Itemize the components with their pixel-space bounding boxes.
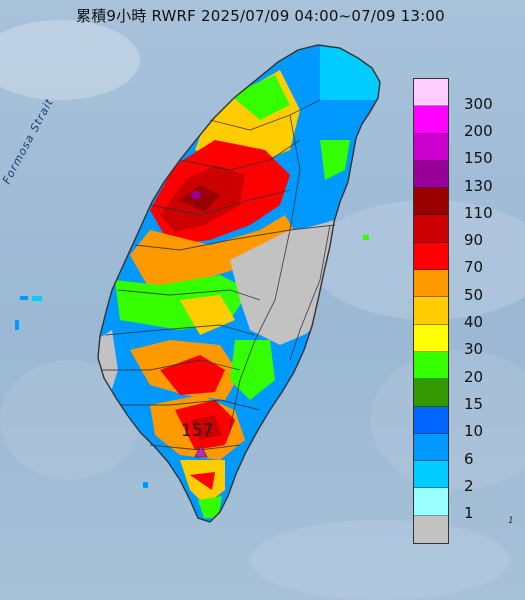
taiwan-coastline bbox=[97, 44, 381, 523]
legend-label: 200 bbox=[464, 121, 493, 140]
legend-swatch bbox=[414, 461, 448, 489]
legend-swatch bbox=[414, 351, 448, 380]
edge-label: 1 bbox=[508, 516, 514, 526]
legend-swatch bbox=[414, 133, 448, 161]
legend-label: 110 bbox=[464, 203, 493, 222]
max-rainfall-marker-icon bbox=[194, 445, 208, 458]
legend-swatch bbox=[414, 106, 448, 134]
legend-swatch bbox=[414, 270, 448, 298]
sea-texture bbox=[0, 20, 525, 600]
legend-label: 130 bbox=[464, 176, 493, 195]
legend-swatch bbox=[414, 297, 448, 325]
max-value-label: 157 bbox=[181, 421, 214, 441]
legend-label: 300 bbox=[464, 94, 493, 113]
legend-swatch bbox=[414, 324, 448, 352]
map-title: 累積9小時 RWRF 2025/07/09 04:00~07/09 13:00 bbox=[76, 7, 445, 25]
legend-label: 15 bbox=[464, 394, 484, 413]
legend-label: 90 bbox=[464, 231, 484, 250]
legend-label: 1 bbox=[464, 504, 474, 523]
legend-swatch bbox=[414, 242, 448, 271]
legend-label: 6 bbox=[464, 449, 474, 468]
legend-swatch bbox=[414, 433, 448, 462]
legend-swatch bbox=[414, 160, 448, 189]
offshore-islands bbox=[15, 235, 369, 488]
legend-swatch bbox=[414, 488, 448, 516]
legend-label: 70 bbox=[464, 258, 484, 277]
legend-label: 50 bbox=[464, 285, 484, 304]
legend-swatch bbox=[414, 406, 448, 434]
legend-label: 2 bbox=[464, 476, 474, 495]
legend-swatch bbox=[414, 79, 448, 107]
legend-label: 40 bbox=[464, 313, 484, 332]
legend-label: 10 bbox=[464, 422, 484, 441]
legend-swatch bbox=[414, 215, 448, 243]
legend-label: 150 bbox=[464, 149, 493, 168]
legend-swatch bbox=[414, 379, 448, 407]
county-borders bbox=[102, 99, 336, 451]
legend-swatch bbox=[414, 188, 448, 216]
legend-swatch bbox=[414, 515, 448, 544]
legend-label: 30 bbox=[464, 340, 484, 359]
color-legend bbox=[413, 78, 449, 545]
legend-label: 20 bbox=[464, 367, 484, 386]
